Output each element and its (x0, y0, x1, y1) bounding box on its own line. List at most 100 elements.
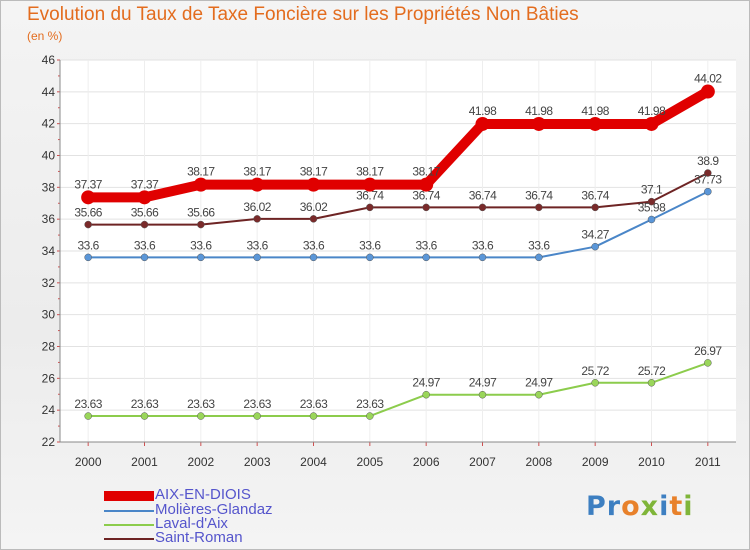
x-tick-label: 2004 (300, 455, 327, 469)
data-label: 36.74 (356, 188, 384, 202)
data-label: 37.37 (74, 177, 102, 191)
data-label: 36.74 (469, 188, 497, 202)
data-point (535, 390, 543, 399)
data-label: 41.98 (581, 104, 609, 118)
y-tick-label: 32 (42, 276, 56, 290)
data-point (140, 220, 149, 229)
data-point (140, 412, 149, 420)
data-label: 33.6 (134, 238, 156, 252)
data-point (591, 379, 599, 387)
data-label: 33.6 (528, 238, 550, 252)
data-label: 34.27 (581, 228, 609, 242)
y-tick-label: 38 (42, 180, 56, 194)
data-label: 37.1 (641, 183, 663, 197)
data-label: 36.02 (243, 200, 271, 214)
data-point (644, 116, 659, 131)
y-tick-label: 46 (42, 53, 56, 67)
data-point (309, 215, 318, 223)
data-label: 25.72 (638, 364, 666, 378)
proxiti-logo: Proxiti (586, 491, 694, 522)
data-point (193, 177, 208, 192)
legend-swatch (104, 538, 154, 540)
y-axis-unit: (en %) (27, 29, 63, 43)
data-point (84, 253, 92, 262)
data-point (140, 253, 149, 262)
data-label: 33.6 (246, 238, 268, 252)
y-tick-label: 36 (42, 212, 56, 226)
legend-label: Molières-Glandaz (155, 501, 273, 518)
data-point (197, 412, 205, 420)
data-point (366, 203, 374, 212)
x-tick-label: 2010 (638, 455, 665, 469)
y-tick-label: 34 (42, 244, 56, 258)
data-point (253, 253, 261, 262)
data-point (478, 390, 487, 399)
y-tick-label: 26 (42, 371, 56, 385)
data-label: 23.63 (74, 397, 102, 411)
data-label: 41.98 (525, 104, 553, 118)
y-tick-label: 28 (42, 340, 56, 354)
data-label: 36.02 (300, 200, 328, 214)
x-tick-label: 2005 (356, 455, 383, 469)
y-tick-label: 22 (42, 435, 56, 449)
data-point (700, 84, 715, 99)
data-label: 38.17 (300, 165, 328, 179)
data-point (591, 203, 599, 212)
data-point (475, 116, 490, 131)
data-point (250, 177, 265, 192)
data-label: 38.17 (412, 165, 440, 179)
y-tick-label: 42 (42, 117, 56, 131)
x-tick-label: 2011 (695, 455, 721, 469)
data-point (306, 177, 321, 192)
data-label: 33.6 (303, 238, 325, 252)
data-point (647, 215, 656, 224)
data-point (84, 220, 92, 229)
y-tick-label: 24 (42, 403, 56, 417)
data-point (366, 253, 374, 262)
data-label: 33.6 (359, 238, 381, 252)
data-point (197, 253, 205, 262)
x-tick-label: 2007 (469, 455, 496, 469)
x-tick-label: 2006 (413, 455, 440, 469)
data-point (535, 203, 543, 212)
data-label: 33.6 (77, 238, 99, 252)
data-label: 36.74 (525, 188, 553, 202)
data-point (535, 253, 543, 262)
data-label: 24.97 (412, 376, 440, 390)
chart-title: Evolution du Taux de Taxe Foncière sur l… (27, 4, 579, 25)
data-point (422, 203, 430, 212)
data-label: 38.17 (187, 165, 215, 179)
data-label: 35.66 (187, 206, 215, 220)
y-tick-label: 30 (42, 308, 56, 322)
x-tick-label: 2002 (187, 455, 214, 469)
data-point (362, 177, 377, 192)
data-label: 35.98 (638, 200, 666, 214)
data-point (704, 359, 712, 367)
data-label: 25.72 (581, 364, 609, 378)
data-point (84, 412, 92, 420)
data-label: 23.63 (356, 397, 384, 411)
data-point (253, 215, 261, 223)
series-line-1 (88, 190, 709, 259)
data-label: 23.63 (131, 397, 159, 411)
data-point (531, 116, 546, 131)
legend-label: Saint-Roman (155, 529, 243, 546)
data-point (137, 190, 152, 205)
data-point (253, 412, 261, 420)
data-point (422, 253, 430, 262)
data-point (309, 253, 318, 262)
legend-swatch (104, 524, 154, 526)
data-point (478, 253, 487, 262)
data-label: 36.74 (581, 188, 609, 202)
legend-swatch (104, 510, 154, 512)
data-point (366, 412, 374, 420)
series-line-2 (88, 361, 709, 418)
data-label: 23.63 (300, 397, 328, 411)
y-tick-label: 40 (42, 149, 56, 163)
data-label: 36.74 (412, 188, 440, 202)
y-tick-label: 44 (42, 85, 56, 99)
data-point (81, 190, 96, 205)
data-point (704, 187, 712, 196)
